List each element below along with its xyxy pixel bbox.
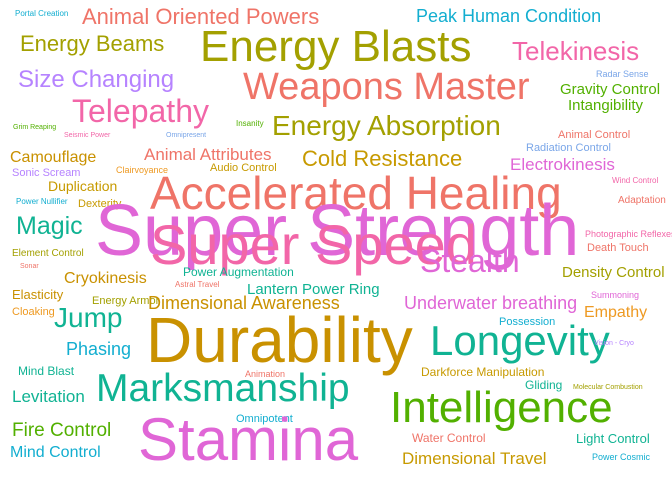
word-energy-armor: Energy Armor	[92, 295, 160, 307]
word-stamina: Stamina	[138, 406, 359, 473]
word-levitation: Levitation	[12, 387, 85, 406]
word-audio-control: Audio Control	[210, 162, 277, 174]
word-possession: Possession	[499, 316, 556, 328]
word-telepathy: Telepathy	[72, 93, 209, 129]
word-vision-cryo: Vision - Cryo	[594, 340, 634, 347]
word-adaptation: Adaptation	[618, 195, 666, 206]
word-duplication: Duplication	[48, 178, 118, 194]
word-dimensional-awareness: Dimensional Awareness	[148, 293, 340, 313]
word-weapons-master: Weapons Master	[243, 66, 530, 108]
word-photographic-reflexes: Photographic Reflexes	[585, 229, 672, 239]
word-marksmanship: Marksmanship	[96, 367, 350, 410]
word-elasticity: Elasticity	[12, 287, 64, 302]
word-gliding: Gliding	[525, 378, 563, 392]
word-mind-control: Mind Control	[10, 444, 101, 461]
word-super-strength: Super Strength	[95, 191, 580, 271]
word-insanity: Insanity	[236, 119, 264, 128]
word-phasing: Phasing	[66, 339, 132, 359]
word-power-nullifier: Power Nullifier	[16, 197, 68, 206]
word-animal-oriented-powers: Animal Oriented Powers	[82, 4, 320, 29]
word-animal-control: Animal Control	[558, 129, 631, 141]
word-cryokinesis: Cryokinesis	[64, 270, 147, 287]
word-molecular-combustion: Molecular Combustion	[573, 384, 643, 391]
word-longevity: Longevity	[430, 317, 610, 364]
word-summoning: Summoning	[591, 290, 640, 300]
word-jump: Jump	[54, 302, 123, 333]
word-clairvoyance: Clairvoyance	[116, 165, 169, 175]
word-energy-blasts: Energy Blasts	[200, 22, 472, 71]
word-seismic-power: Seismic Power	[64, 132, 111, 139]
word-stealth: Stealth	[420, 243, 520, 279]
word-intangibility: Intangibility	[568, 97, 644, 114]
word-water-control: Water Control	[412, 431, 486, 445]
word-gravity-control: Gravity Control	[560, 81, 661, 98]
word-underwater-breathing: Underwater breathing	[404, 293, 578, 313]
word-telekinesis: Telekinesis	[512, 36, 640, 66]
word-power-augmentation: Power Augmentation	[183, 265, 294, 279]
word-energy-beams: Energy Beams	[20, 31, 165, 56]
word-animation: Animation	[245, 369, 286, 379]
word-lantern-power-ring: Lantern Power Ring	[247, 281, 380, 298]
word-intelligence: Intelligence	[390, 383, 613, 432]
word-element-control: Element Control	[12, 248, 84, 259]
word-sonar: Sonar	[20, 263, 39, 270]
word-death-touch: Death Touch	[587, 242, 649, 254]
word-cold-resistance: Cold Resistance	[302, 146, 463, 171]
word-size-changing: Size Changing	[18, 66, 175, 93]
word-grim-reaping: Grim Reaping	[13, 124, 57, 131]
word-animal-attributes: Animal Attributes	[144, 145, 272, 164]
word-radiation-control: Radiation Control	[526, 142, 611, 154]
word-camouflage: Camouflage	[10, 149, 97, 166]
word-omnipresent: Omnipresent	[166, 132, 207, 139]
word-magic: Magic	[16, 212, 83, 240]
word-empathy: Empathy	[584, 304, 648, 321]
word-darkforce-manipulation: Darkforce Manipulation	[421, 365, 545, 379]
word-cloaking: Cloaking	[12, 306, 55, 318]
word-mind-blast: Mind Blast	[18, 364, 75, 378]
word-peak-human-condition: Peak Human Condition	[416, 6, 602, 26]
word-energy-absorption: Energy Absorption	[272, 110, 501, 141]
word-portal-creation: Portal Creation	[15, 9, 69, 18]
word-light-control: Light Control	[576, 431, 650, 446]
word-durability: Durability	[146, 304, 413, 376]
word-dimensional-travel: Dimensional Travel	[402, 449, 547, 468]
word-super-speed: Super Speed	[150, 213, 477, 276]
word-sonic-scream: Sonic Scream	[12, 167, 81, 179]
word-astral-travel: Astral Travel	[175, 280, 220, 289]
word-electrokinesis: Electrokinesis	[510, 155, 615, 174]
word-accelerated-healing: Accelerated Healing	[150, 167, 562, 219]
word-radar-sense: Radar Sense	[596, 69, 649, 79]
word-power-cosmic: Power Cosmic	[592, 452, 651, 462]
word-dexterity: Dexterity	[78, 198, 122, 210]
word-density-control: Density Control	[562, 264, 665, 281]
word-omnipotent: Omnipotent	[236, 413, 293, 425]
word-fire-control: Fire Control	[12, 420, 112, 441]
word-wind-control: Wind Control	[612, 176, 659, 185]
